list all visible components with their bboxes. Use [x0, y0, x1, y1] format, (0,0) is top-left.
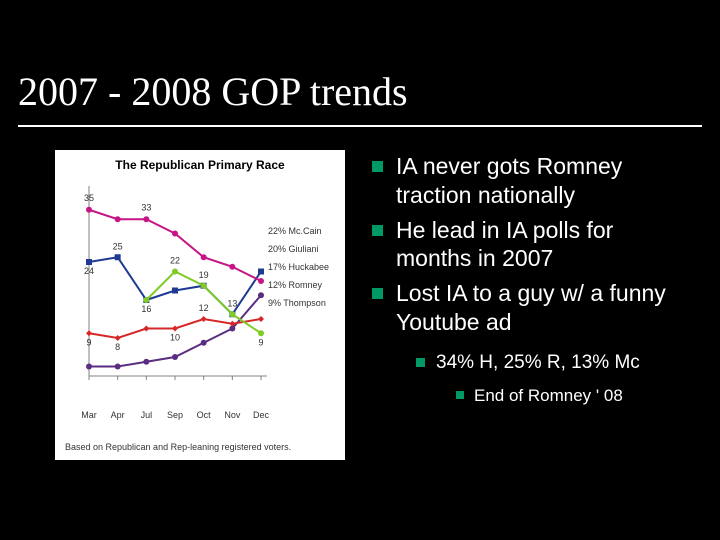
- svg-text:9: 9: [86, 337, 91, 347]
- legend-row: 17% Huckabee: [268, 262, 329, 272]
- bullet-l1: He lead in IA polls for months in 2007: [370, 216, 690, 274]
- svg-text:22: 22: [170, 256, 180, 266]
- slide-title: 2007 - 2008 GOP trends: [18, 68, 702, 115]
- x-tick-label: Mar: [81, 410, 97, 420]
- svg-text:10: 10: [170, 333, 180, 343]
- chart-title: The Republican Primary Race: [55, 150, 345, 176]
- svg-text:19: 19: [199, 270, 209, 280]
- bullet-l1: Lost IA to a guy w/ a funny Youtube ad34…: [370, 279, 690, 407]
- x-tick-label: Apr: [111, 410, 125, 420]
- legend-row: 20% Giuliani: [268, 244, 329, 254]
- legend-row: 22% Mc.Cain: [268, 226, 329, 236]
- legend-row: 12% Romney: [268, 280, 329, 290]
- bullet-l2: 34% H, 25% R, 13% McEnd of Romney ' 08: [414, 351, 690, 408]
- svg-text:9: 9: [258, 337, 263, 347]
- bullets-level1: IA never gots Romney traction nationally…: [370, 152, 690, 407]
- x-tick-label: Oct: [197, 410, 211, 420]
- bullet-l1: IA never gots Romney traction nationally: [370, 152, 690, 210]
- bullet-list: IA never gots Romney traction nationally…: [370, 152, 690, 413]
- chart-footer: Based on Republican and Rep-leaning regi…: [65, 442, 291, 452]
- svg-text:24: 24: [84, 266, 94, 276]
- svg-text:35: 35: [84, 193, 94, 203]
- svg-text:12: 12: [199, 303, 209, 313]
- legend-row: 9% Thompson: [268, 298, 329, 308]
- x-tick-label: Sep: [167, 410, 183, 420]
- bullets-level3: End of Romney ' 08: [454, 385, 690, 407]
- chart-panel: The Republican Primary Race 35 33 24 25 22 19…: [55, 150, 345, 460]
- x-tick-label: Jul: [141, 410, 153, 420]
- svg-text:33: 33: [141, 202, 151, 212]
- bullets-level2: 34% H, 25% R, 13% McEnd of Romney ' 08: [414, 351, 690, 408]
- svg-text:25: 25: [113, 241, 123, 251]
- chart-legend: 22% Mc.Cain 20% Giuliani 17% Huckabee 12% R…: [268, 226, 329, 316]
- title-bar: 2007 - 2008 GOP trends: [18, 68, 702, 127]
- svg-text:16: 16: [141, 304, 151, 314]
- x-tick-label: Dec: [253, 410, 269, 420]
- svg-text:13: 13: [227, 298, 237, 308]
- bullet-l3: End of Romney ' 08: [454, 385, 690, 407]
- svg-text:8: 8: [115, 342, 120, 352]
- chart-area: 35332425221916131210989 MarAprJulSepOctN…: [83, 176, 333, 396]
- x-tick-label: Nov: [224, 410, 240, 420]
